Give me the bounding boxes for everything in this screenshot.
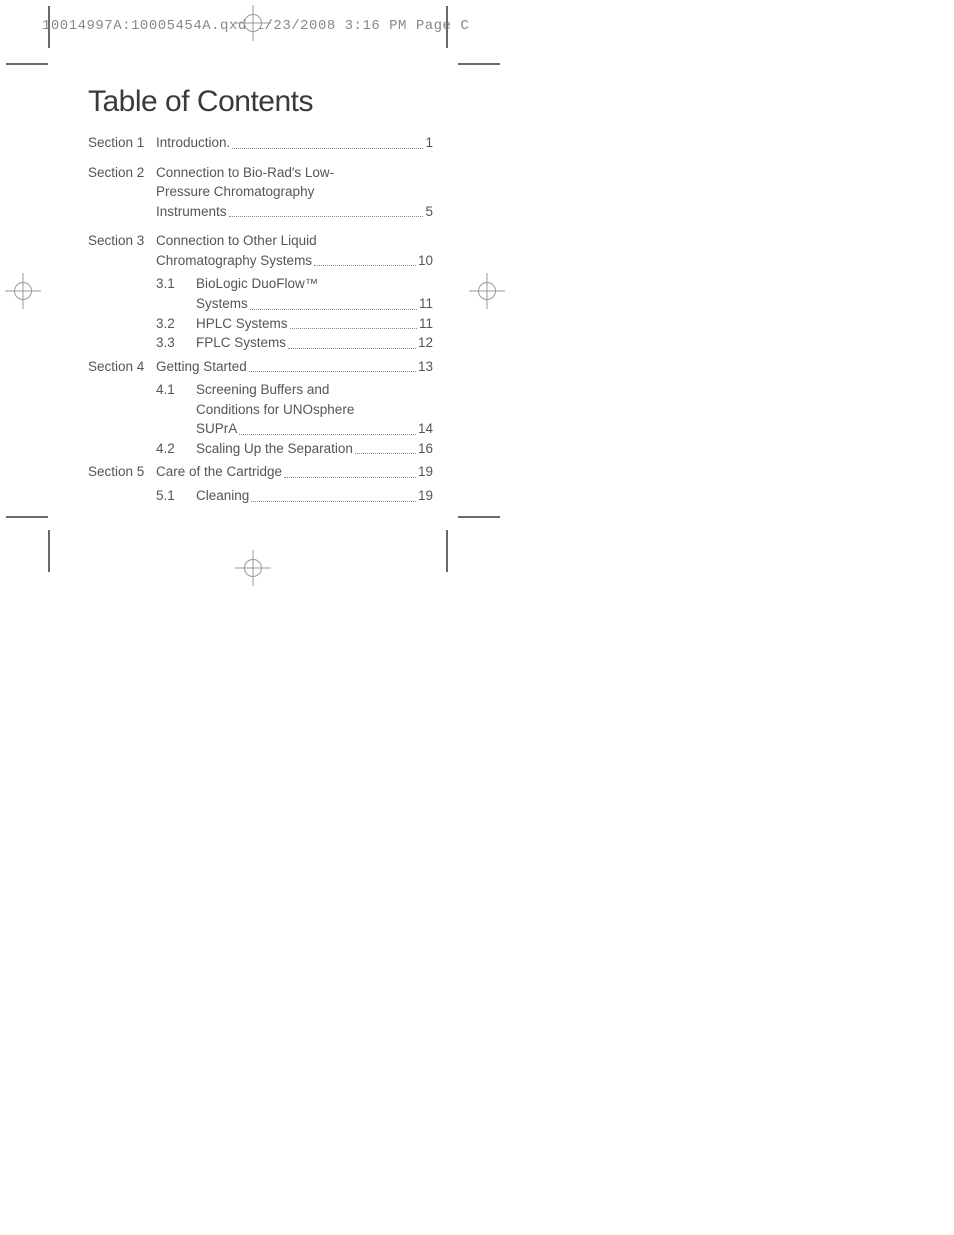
subsection-number: 3.2 bbox=[156, 314, 196, 334]
leader-dots bbox=[250, 309, 417, 310]
subsection-number: 5.1 bbox=[156, 486, 196, 506]
toc-section-row: Section 3 Connection to Other Liquid Chr… bbox=[88, 231, 433, 270]
page-number: 5 bbox=[425, 202, 433, 222]
toc-section-row: Section 5 Care of the Cartridge 19 bbox=[88, 462, 433, 482]
subsection-number: 4.2 bbox=[156, 439, 196, 459]
subsection-title: HPLC Systems bbox=[196, 314, 288, 334]
section-title: Connection to Bio-Rad's Low- bbox=[156, 163, 433, 183]
subsection-title: Cleaning bbox=[196, 486, 249, 506]
toc-subsection-group: 5.1 Cleaning 19 bbox=[88, 486, 433, 506]
leader-dots bbox=[251, 501, 416, 502]
section-label: Section 5 bbox=[88, 462, 156, 482]
subsection-number: 3.1 bbox=[156, 274, 196, 294]
leader-dots bbox=[314, 265, 416, 266]
section-label: Section 4 bbox=[88, 357, 156, 377]
leader-dots bbox=[355, 453, 416, 454]
section-title: Getting Started bbox=[156, 357, 247, 377]
crop-mark-icon bbox=[446, 530, 448, 572]
section-title: Introduction. bbox=[156, 133, 230, 153]
page-number: 11 bbox=[419, 294, 433, 314]
subsection-title: BioLogic DuoFlow™ bbox=[196, 274, 433, 294]
toc-subsection-group: 4.1 Screening Buffers and Conditions for… bbox=[88, 380, 433, 458]
crop-mark-icon bbox=[6, 516, 48, 518]
subsection-title: FPLC Systems bbox=[196, 333, 286, 353]
page-number: 19 bbox=[418, 486, 433, 506]
subsection-title: Conditions for UNOsphere bbox=[196, 400, 433, 420]
toc-subsection-group: 3.1 BioLogic DuoFlow™ Systems 11 3.2 HPL… bbox=[88, 274, 433, 352]
crop-mark-icon bbox=[458, 63, 500, 65]
leader-dots bbox=[288, 348, 416, 349]
toc-title: Table of Contents bbox=[88, 85, 433, 119]
leader-dots bbox=[229, 216, 424, 217]
page-number: 19 bbox=[418, 462, 433, 482]
registration-mark-icon bbox=[478, 282, 496, 300]
section-title: Instruments bbox=[156, 202, 227, 222]
page-number: 11 bbox=[419, 314, 433, 334]
subsection-number: 4.1 bbox=[156, 380, 196, 400]
registration-mark-icon bbox=[244, 14, 262, 32]
subsection-title: Scaling Up the Separation bbox=[196, 439, 353, 459]
section-title: Pressure Chromatography bbox=[156, 182, 433, 202]
registration-mark-icon bbox=[244, 559, 262, 577]
crop-mark-icon bbox=[446, 6, 448, 48]
toc-section-row: Section 1 Introduction. 1 bbox=[88, 133, 433, 153]
crop-mark-icon bbox=[48, 6, 50, 48]
section-title: Care of the Cartridge bbox=[156, 462, 282, 482]
section-label: Section 2 bbox=[88, 163, 156, 183]
table-of-contents: Section 1 Introduction. 1 Section 2 Conn… bbox=[88, 133, 433, 506]
crop-mark-icon bbox=[458, 516, 500, 518]
leader-dots bbox=[232, 148, 423, 149]
page-number: 14 bbox=[418, 419, 433, 439]
subsection-title: Systems bbox=[196, 294, 248, 314]
page-number: 10 bbox=[418, 251, 433, 271]
leader-dots bbox=[284, 477, 416, 478]
crop-mark-icon bbox=[6, 63, 48, 65]
toc-section-row: Section 2 Connection to Bio-Rad's Low- P… bbox=[88, 163, 433, 222]
section-label: Section 3 bbox=[88, 231, 156, 251]
crop-mark-icon bbox=[48, 530, 50, 572]
section-title: Chromatography Systems bbox=[156, 251, 312, 271]
section-title: Connection to Other Liquid bbox=[156, 231, 433, 251]
subsection-title: Screening Buffers and bbox=[196, 380, 433, 400]
page-number: 13 bbox=[418, 357, 433, 377]
registration-mark-icon bbox=[14, 282, 32, 300]
page-content: Table of Contents Section 1 Introduction… bbox=[88, 85, 433, 516]
page-number: 12 bbox=[418, 333, 433, 353]
page-number: 1 bbox=[425, 133, 433, 153]
section-label: Section 1 bbox=[88, 133, 156, 153]
subsection-title: SUPrA bbox=[196, 419, 237, 439]
subsection-number: 3.3 bbox=[156, 333, 196, 353]
leader-dots bbox=[239, 434, 416, 435]
toc-section-row: Section 4 Getting Started 13 bbox=[88, 357, 433, 377]
leader-dots bbox=[249, 371, 416, 372]
page-number: 16 bbox=[418, 439, 433, 459]
leader-dots bbox=[290, 328, 417, 329]
